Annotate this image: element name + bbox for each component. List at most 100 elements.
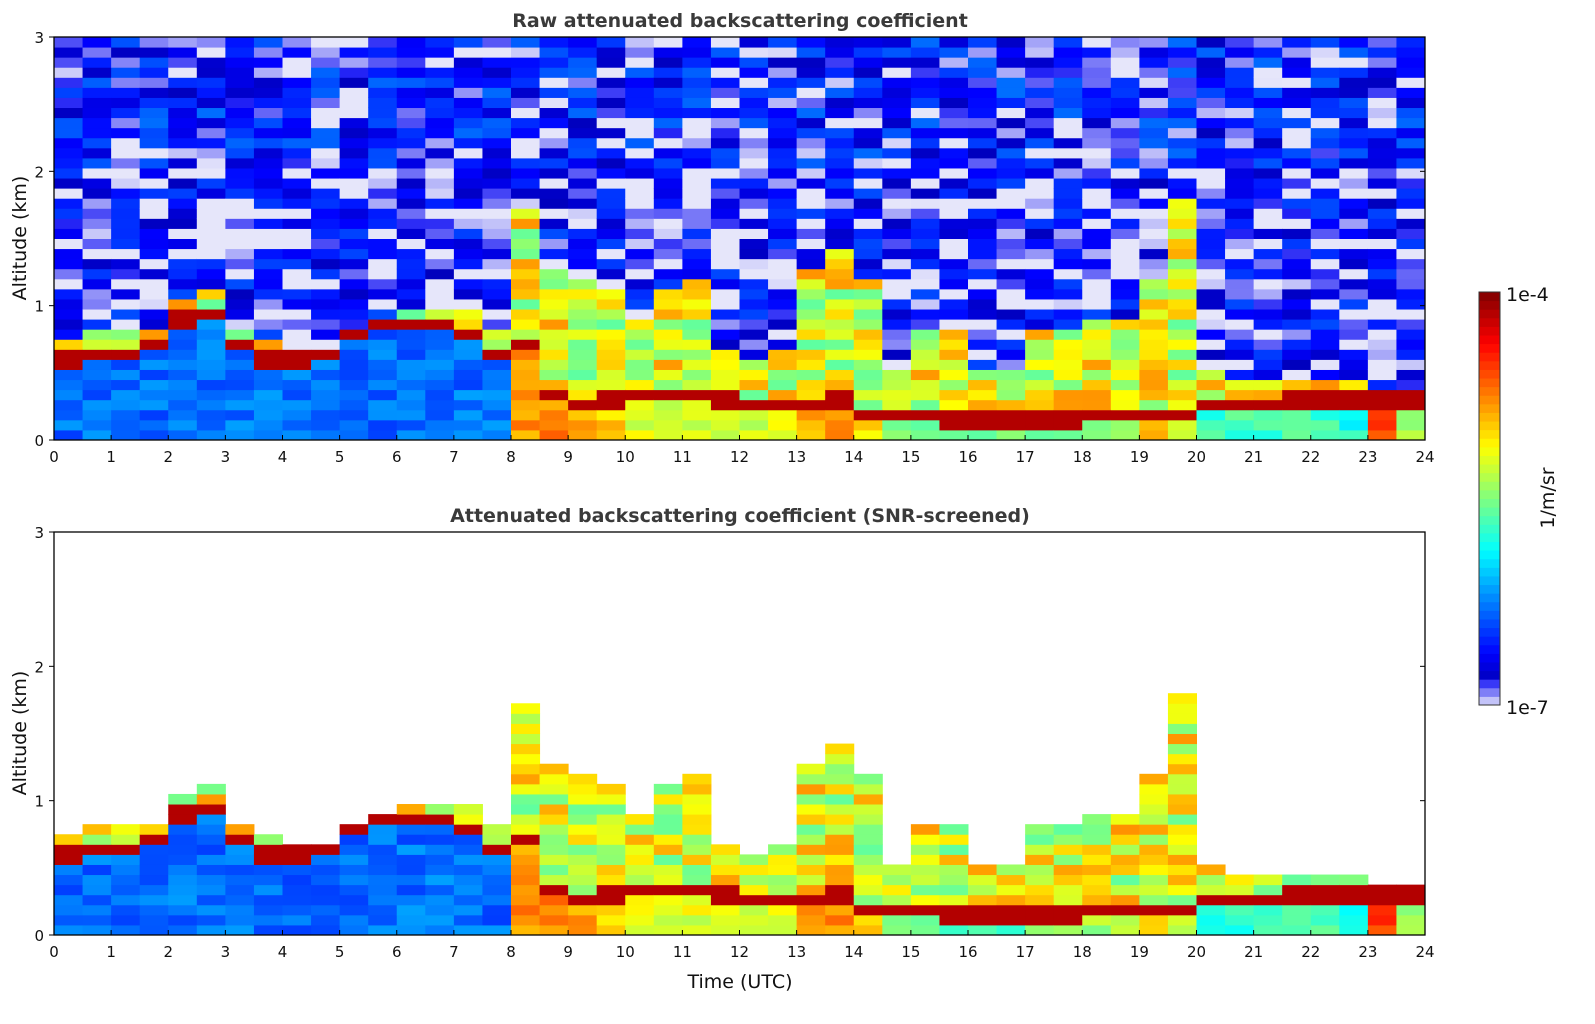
heatmap-cell: [825, 278, 855, 290]
heatmap-cell: [111, 107, 141, 119]
heatmap-cell: [568, 87, 598, 98]
heatmap-cell: [539, 117, 569, 129]
heatmap-cell: [710, 369, 740, 381]
heatmap-cell: [511, 814, 541, 825]
colorbar-segment: [1479, 360, 1500, 370]
heatmap-cell: [1053, 137, 1083, 149]
heatmap-cell: [539, 87, 569, 98]
heatmap-cell: [111, 37, 141, 48]
heatmap-cell: [453, 248, 483, 260]
heatmap-cell: [396, 188, 426, 199]
heatmap-cell: [1025, 319, 1055, 330]
heatmap-cell: [682, 793, 712, 805]
heatmap-cell: [1339, 248, 1369, 260]
heatmap-cell: [796, 844, 826, 855]
heatmap-cell: [253, 188, 283, 199]
heatmap-cell: [1225, 329, 1255, 340]
heatmap-cell: [253, 904, 283, 916]
heatmap-cell: [482, 884, 512, 896]
heatmap-cell: [596, 844, 626, 855]
heatmap-cell: [625, 57, 655, 68]
heatmap-cell: [882, 329, 912, 340]
heatmap-cell: [653, 298, 683, 310]
heatmap-cell: [539, 783, 569, 795]
heatmap-cell: [1253, 268, 1283, 280]
heatmap-cell: [511, 924, 541, 936]
heatmap-cell: [196, 884, 226, 896]
heatmap-cell: [482, 904, 512, 916]
heatmap-cell: [453, 379, 483, 391]
heatmap-cell: [568, 834, 598, 845]
heatmap-cell: [1253, 914, 1283, 926]
heatmap-cell: [882, 137, 912, 149]
heatmap-cell: [1082, 97, 1112, 109]
heatmap-cell: [710, 298, 740, 310]
heatmap-cell: [768, 47, 798, 58]
heatmap-cell: [82, 874, 112, 886]
heatmap-cell: [511, 309, 541, 320]
heatmap-cell: [111, 57, 141, 68]
heatmap-cell: [1225, 884, 1255, 896]
heatmap-cell: [1396, 369, 1426, 381]
heatmap-cell: [511, 107, 541, 119]
heatmap-cell: [82, 97, 112, 109]
heatmap-cell: [1367, 319, 1397, 330]
heatmap-cell: [1253, 87, 1283, 98]
heatmap-cell: [1053, 379, 1083, 391]
heatmap-cell: [682, 248, 712, 260]
heatmap-cell: [511, 188, 541, 199]
heatmap-cell: [882, 319, 912, 330]
heatmap-cell: [282, 379, 312, 391]
heatmap-cell: [682, 157, 712, 169]
colorbar-segment: [1479, 661, 1500, 672]
heatmap-cell: [1053, 874, 1083, 886]
heatmap-cell: [682, 419, 712, 431]
heatmap-cell: [482, 409, 512, 421]
heatmap-cell: [796, 248, 826, 260]
heatmap-cell: [968, 147, 998, 159]
colorbar-segment: [1479, 412, 1500, 422]
heatmap-cell: [996, 419, 1026, 431]
heatmap-cell: [253, 77, 283, 88]
heatmap-cell: [1110, 834, 1140, 845]
heatmap-cell: [111, 834, 141, 845]
heatmap-cell: [1110, 127, 1140, 139]
heatmap-cell: [1225, 208, 1255, 219]
heatmap-cell: [882, 339, 912, 350]
heatmap-cell: [1110, 228, 1140, 239]
heatmap-cell: [825, 157, 855, 169]
heatmap-cell: [568, 773, 598, 785]
heatmap-cell: [1253, 349, 1283, 360]
heatmap-cell: [968, 167, 998, 179]
heatmap-cell: [1082, 167, 1112, 179]
heatmap-cell: [596, 147, 626, 159]
heatmap-cell: [739, 57, 769, 68]
heatmap-cell: [368, 107, 398, 119]
heatmap-cell: [1282, 874, 1312, 886]
heatmap-cell: [1396, 298, 1426, 310]
heatmap-cell: [453, 854, 483, 865]
heatmap-cell: [710, 389, 740, 401]
heatmap-cell: [539, 924, 569, 936]
heatmap-cell: [168, 268, 198, 280]
heatmap-cell: [853, 198, 883, 209]
heatmap-cell: [1139, 278, 1169, 290]
heatmap-cell: [853, 359, 883, 370]
heatmap-cell: [1225, 369, 1255, 381]
heatmap-cell: [796, 864, 826, 876]
heatmap-cell: [253, 218, 283, 229]
heatmap-cell: [282, 77, 312, 88]
heatmap-cell: [596, 77, 626, 88]
heatmap-cell: [482, 47, 512, 58]
heatmap-cell: [796, 309, 826, 320]
heatmap-cell: [910, 258, 940, 270]
heatmap-cell: [768, 127, 798, 139]
heatmap-cell: [853, 329, 883, 340]
heatmap-cell: [253, 47, 283, 58]
heatmap-cell: [1139, 47, 1169, 58]
heatmap-cell: [225, 349, 255, 360]
heatmap-cell: [653, 167, 683, 179]
heatmap-cell: [425, 814, 455, 825]
heatmap-cell: [1025, 904, 1055, 916]
heatmap-cell: [1053, 319, 1083, 330]
